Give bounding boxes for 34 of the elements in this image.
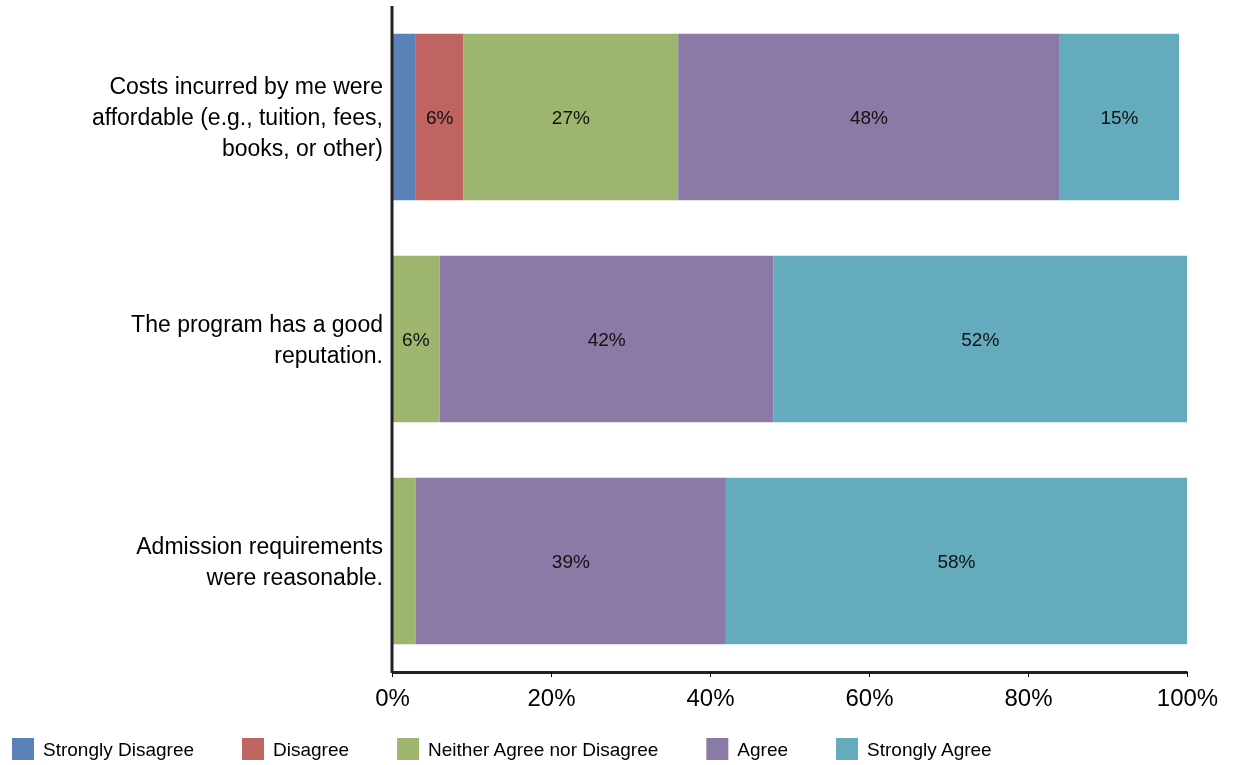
legend-label: Disagree [273,738,350,760]
data-label: 39% [551,550,590,572]
legend-label: Strongly Agree [867,738,992,760]
data-label: 27% [551,106,590,128]
bar [392,33,416,201]
x-tick-label: 0% [375,684,410,712]
bar [415,33,464,201]
bar [439,255,774,423]
bar [1059,33,1180,201]
x-tick-label: 60% [845,684,894,712]
data-label: 58% [937,550,976,572]
bar [392,477,416,645]
x-tick-label: 20% [527,684,576,712]
legend-label: Agree [737,738,789,760]
data-label: 42% [587,328,626,350]
data-label: 48% [849,106,889,128]
bar [773,255,1187,423]
data-label: 6% [425,106,454,128]
bar [392,255,440,423]
y-tick-label: The program has a good reputation. [131,310,383,368]
legend-label: Neither Agree nor Disagree [428,738,659,760]
bar [678,33,1060,201]
data-label: 6% [402,328,430,350]
x-tick-label: 100% [1156,684,1219,712]
data-label: 15% [1100,106,1139,128]
y-tick-label: Admission requirements were reasonable. [136,532,383,590]
x-tick-label: 80% [1004,684,1053,712]
x-tick-label: 40% [686,684,735,712]
y-tick-label: Costs incurred by me were affordable (e.g., tuition, fees, books, or other) [91,73,383,162]
data-label: 52% [961,328,1000,350]
bar [725,477,1187,645]
legend-label: Strongly Disagree [43,738,195,760]
bar [415,477,726,645]
bar [463,33,679,201]
